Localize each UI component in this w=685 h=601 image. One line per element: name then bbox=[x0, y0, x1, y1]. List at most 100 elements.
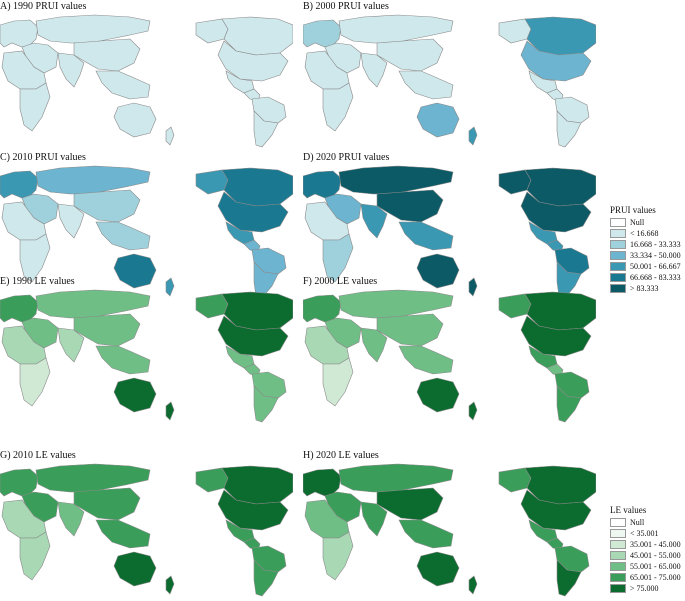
legend-prui-swatch bbox=[610, 284, 626, 293]
region-russia bbox=[338, 14, 454, 44]
legend-prui-swatch bbox=[610, 262, 626, 271]
region-seasia bbox=[398, 70, 454, 100]
region-russia bbox=[338, 289, 454, 319]
region-australia bbox=[113, 102, 157, 138]
region-africa-s bbox=[19, 531, 51, 581]
legend-prui-item: 33.334 - 50.000 bbox=[610, 250, 681, 261]
region-russia bbox=[338, 165, 454, 195]
region-russia bbox=[35, 14, 151, 44]
region-africa-s bbox=[322, 233, 354, 283]
region-russia bbox=[35, 165, 151, 195]
panel-title: F) 2000 LE values bbox=[303, 276, 378, 287]
region-usa bbox=[217, 315, 289, 357]
region-alaska bbox=[498, 18, 532, 44]
region-samerica-s bbox=[253, 261, 279, 299]
legend-le-label: 45.001 - 55.000 bbox=[630, 551, 681, 560]
region-nz bbox=[165, 277, 175, 297]
world-map bbox=[303, 463, 596, 597]
region-europe bbox=[0, 170, 39, 199]
legend-le-item: < 35.001 bbox=[610, 528, 681, 539]
legend-le-label: Null bbox=[630, 518, 645, 527]
region-usa bbox=[217, 489, 289, 531]
legend-prui: PRUI values Null < 16.668 16.668 - 33.333 3… bbox=[610, 205, 681, 294]
region-seasia bbox=[398, 221, 454, 251]
region-samerica-s bbox=[253, 110, 279, 148]
region-europe bbox=[303, 294, 342, 323]
legend-prui-label: > 83.333 bbox=[630, 284, 659, 293]
world-map bbox=[303, 14, 596, 148]
region-alaska bbox=[195, 169, 229, 195]
map-panel-g: G) 2010 LE values bbox=[0, 450, 293, 599]
region-europe bbox=[303, 468, 342, 497]
region-china bbox=[376, 189, 444, 223]
region-seasia bbox=[95, 345, 151, 375]
region-europe bbox=[303, 19, 342, 48]
legend-prui-item: 66.668 - 83.333 bbox=[610, 272, 681, 283]
region-samerica-s bbox=[253, 385, 279, 423]
region-australia bbox=[416, 377, 460, 413]
region-africa-s bbox=[322, 531, 354, 581]
region-australia bbox=[113, 551, 157, 587]
region-alaska bbox=[498, 169, 532, 195]
region-samerica-s bbox=[556, 261, 582, 299]
map-panel-b: B) 2000 PRUI values bbox=[303, 1, 596, 150]
world-map bbox=[0, 289, 293, 423]
map-panel-c: C) 2010 PRUI values bbox=[0, 152, 293, 301]
legend-le-swatch bbox=[610, 573, 626, 582]
legend-le-title: LE values bbox=[610, 505, 647, 515]
region-samerica-s bbox=[556, 110, 582, 148]
world-map bbox=[0, 14, 293, 148]
world-map bbox=[0, 165, 293, 299]
region-usa bbox=[520, 489, 592, 531]
world-map bbox=[303, 289, 596, 423]
legend-prui-label: 50.001 - 66.667 bbox=[630, 262, 681, 271]
region-alaska bbox=[195, 293, 229, 319]
legend-le-item: 65.001 - 75.000 bbox=[610, 572, 681, 583]
legend-le-item: 45.001 - 55.000 bbox=[610, 550, 681, 561]
region-africa-s bbox=[19, 82, 51, 132]
region-russia bbox=[338, 463, 454, 493]
legend-le-swatch bbox=[610, 551, 626, 560]
legend-prui-item: 16.668 - 33.333 bbox=[610, 239, 681, 250]
region-usa bbox=[520, 40, 592, 82]
region-australia bbox=[416, 102, 460, 138]
panel-title: E) 1990 LE values bbox=[0, 276, 75, 287]
region-europe bbox=[0, 468, 39, 497]
world-map bbox=[303, 165, 596, 299]
legend-le-swatch bbox=[610, 562, 626, 571]
region-australia bbox=[113, 377, 157, 413]
panel-title: C) 2010 PRUI values bbox=[0, 152, 86, 163]
map-panel-f: F) 2000 LE values bbox=[303, 276, 596, 425]
region-alaska bbox=[498, 293, 532, 319]
legend-prui-swatch bbox=[610, 273, 626, 282]
map-panel-a: A) 1990 PRUI values bbox=[0, 1, 293, 150]
region-nz bbox=[468, 575, 478, 595]
region-russia bbox=[35, 463, 151, 493]
legend-prui-label: 16.668 - 33.333 bbox=[630, 240, 681, 249]
region-nz bbox=[165, 126, 175, 146]
legend-le: LE values Null < 35.001 35.001 - 45.000 45.… bbox=[610, 505, 681, 594]
legend-prui-label: < 16.668 bbox=[630, 229, 659, 238]
region-australia bbox=[416, 551, 460, 587]
region-australia bbox=[416, 253, 460, 289]
region-samerica-s bbox=[556, 385, 582, 423]
legend-prui-swatch bbox=[610, 229, 626, 238]
legend-le-label: < 35.001 bbox=[630, 529, 659, 538]
region-europe bbox=[303, 170, 342, 199]
region-africa-s bbox=[322, 357, 354, 407]
region-australia bbox=[113, 253, 157, 289]
region-nz bbox=[468, 401, 478, 421]
region-africa-s bbox=[19, 357, 51, 407]
region-alaska bbox=[195, 18, 229, 44]
region-china bbox=[73, 313, 141, 347]
region-china bbox=[73, 189, 141, 223]
panel-title: B) 2000 PRUI values bbox=[303, 1, 389, 12]
region-alaska bbox=[498, 467, 532, 493]
legend-prui-swatch bbox=[610, 251, 626, 260]
region-china bbox=[376, 313, 444, 347]
legend-prui-label: 33.334 - 50.000 bbox=[630, 251, 681, 260]
legend-prui-label: Null bbox=[630, 218, 645, 227]
legend-prui-title: PRUI values bbox=[610, 205, 656, 215]
legend-le-item: Null bbox=[610, 517, 681, 528]
panel-title: D) 2020 PRUI values bbox=[303, 152, 390, 163]
